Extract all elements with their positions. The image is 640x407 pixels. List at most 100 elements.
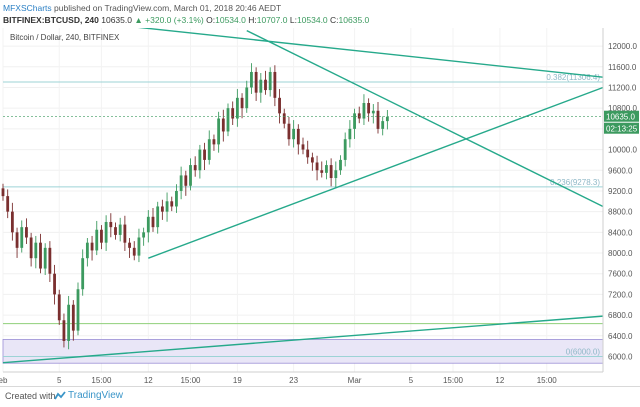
candle-body xyxy=(292,128,296,140)
tradingview-logo-icon xyxy=(54,391,66,400)
price-axis-layer: 6000.0 6400.0 6800.0 7200.0 7600.0 8000.0 8400… xyxy=(602,28,639,372)
candle-body xyxy=(268,71,272,91)
fib-levels-layer: 0.382(11306.4) 0.236(9278.3) 0(6000.0) xyxy=(3,73,603,357)
long-term-support-trendline xyxy=(2,315,604,364)
ohlc-c-label: C: xyxy=(330,15,339,25)
candle-body xyxy=(10,211,14,233)
publish-line: MFXSCharts published on TradingView.com,… xyxy=(3,3,281,13)
price-tick-label: 7200.0 xyxy=(608,290,633,299)
candle-body xyxy=(357,113,361,119)
price-chart[interactable]: 0.382(11306.4) 0.236(9278.3) 0(6000.0) 600… xyxy=(0,24,640,386)
candle-body xyxy=(189,165,192,186)
time-tick-label: 5 xyxy=(57,376,62,385)
time-tick-label: 15:00 xyxy=(91,376,112,385)
time-tick-label: eb xyxy=(0,376,8,385)
candle-body xyxy=(250,71,253,88)
trendlines-layer xyxy=(2,24,604,364)
price-tick-label: 8000.0 xyxy=(608,249,633,258)
price-tick-label: 10800.0 xyxy=(608,104,637,113)
candle-body xyxy=(165,201,169,212)
candle-body xyxy=(170,201,174,207)
upper-descending-resistance-trendline xyxy=(120,24,604,78)
fib-zone-layer xyxy=(2,339,604,364)
triangle-descending-trendline xyxy=(246,29,604,208)
candle-body xyxy=(254,71,258,93)
triangle-ascending-trendline xyxy=(148,86,604,259)
ohlc-l-label: L: xyxy=(289,15,297,25)
time-tick-label: 23 xyxy=(289,376,298,385)
candle-body xyxy=(85,242,89,259)
candle-body xyxy=(146,216,150,233)
candle-body xyxy=(48,247,52,274)
candle-body xyxy=(25,227,28,238)
candle-body xyxy=(132,247,136,256)
candle-body xyxy=(334,170,338,179)
candle-body xyxy=(160,206,164,212)
candle-body xyxy=(226,108,230,132)
countdown-tag xyxy=(604,122,639,134)
time-tick-label: 5 xyxy=(409,376,414,385)
ohlc-h-label: H: xyxy=(248,15,257,25)
candle-body xyxy=(362,103,366,119)
candle-body xyxy=(306,149,310,158)
candle-body xyxy=(137,237,141,256)
candle-body xyxy=(376,110,380,129)
candle-body xyxy=(348,128,352,140)
fib-zone xyxy=(2,339,604,364)
candle-body xyxy=(62,320,66,341)
candle-body xyxy=(371,110,375,114)
candle-body xyxy=(156,206,160,228)
time-tick-label: 19 xyxy=(233,376,242,385)
candle-body xyxy=(353,113,356,129)
price-tick-label: 6800.0 xyxy=(608,311,633,320)
candle-body xyxy=(310,157,314,163)
candle-body xyxy=(118,224,122,235)
ohlc-close: 10635.0 xyxy=(338,15,370,25)
candle-body xyxy=(43,247,47,269)
candle-body xyxy=(301,144,305,150)
price-tick-label: 6400.0 xyxy=(608,332,633,341)
price-tick-label: 9200.0 xyxy=(608,187,633,196)
candle-body xyxy=(104,221,108,243)
author-link[interactable]: MFXSCharts xyxy=(3,3,52,13)
candle-body xyxy=(240,97,244,109)
tradingview-brand[interactable]: TradingView xyxy=(68,390,124,401)
last-price-text: 10635.0 xyxy=(101,15,132,25)
last-price-tag xyxy=(604,110,639,122)
ohlc-high: 10707.0 xyxy=(256,15,288,25)
candle-body xyxy=(34,242,38,259)
candle-body xyxy=(184,175,188,186)
candle-body xyxy=(221,118,225,132)
fib-level-label: 0(6000.0) xyxy=(566,347,601,356)
ohlc-o-label: O: xyxy=(206,15,216,25)
footer: Created with TradingView xyxy=(0,386,640,407)
candle-body xyxy=(212,139,216,145)
price-tick-label: 11600.0 xyxy=(608,63,637,72)
fib-level-label: 0.236(9278.3) xyxy=(550,178,600,187)
time-tick-label: Mar xyxy=(348,376,362,385)
price-tick-label: 7600.0 xyxy=(608,270,633,279)
candle-body xyxy=(343,139,347,160)
candle-body xyxy=(259,79,263,93)
time-tick-label: 15:00 xyxy=(537,376,558,385)
candle-body xyxy=(385,116,389,122)
price-tick-label: 8800.0 xyxy=(608,208,633,217)
candles-layer xyxy=(1,63,389,350)
candle-body xyxy=(235,97,239,119)
up-arrow-icon: ▲ xyxy=(134,15,143,25)
candle-body xyxy=(109,221,113,228)
candle-body xyxy=(71,304,75,331)
candle-body xyxy=(6,196,10,212)
candle-body xyxy=(193,165,197,171)
grid-layer xyxy=(2,28,603,372)
candle-body xyxy=(273,71,277,98)
fib-level-label: 0.382(11306.4) xyxy=(546,73,600,82)
candle-body xyxy=(76,289,80,331)
ohlc-open: 10534.0 xyxy=(215,15,246,25)
candle-body xyxy=(282,113,286,124)
chart-header: MFXSCharts published on TradingView.com,… xyxy=(0,0,640,28)
created-with-text: Created with xyxy=(5,391,56,401)
candle-body xyxy=(207,139,211,160)
candle-body xyxy=(315,162,319,171)
chart-area[interactable]: 0.382(11306.4) 0.236(9278.3) 0(6000.0) 600… xyxy=(0,24,640,386)
